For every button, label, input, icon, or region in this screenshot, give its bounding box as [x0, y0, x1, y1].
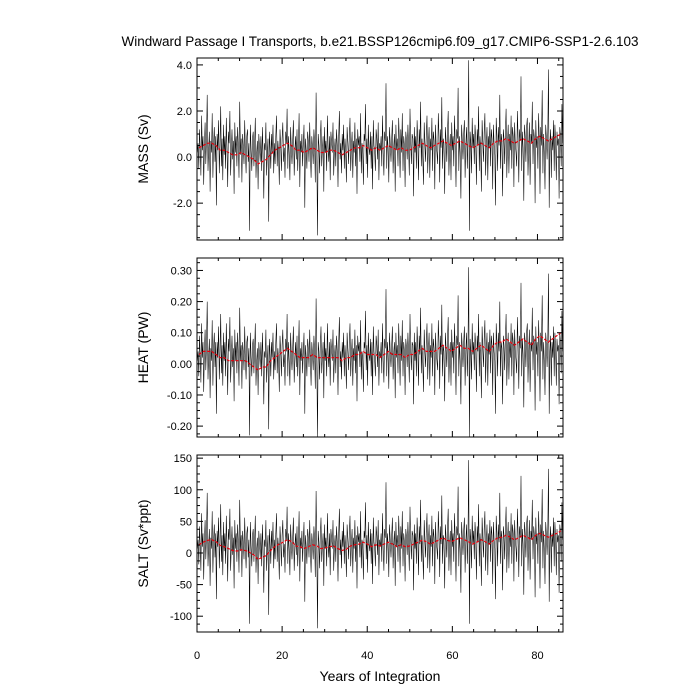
heat-plot-frame [196, 257, 564, 438]
heat-annual-mean-line [198, 332, 562, 371]
salt-y-tick-label: 0 [186, 548, 192, 560]
mass-plot-frame [196, 57, 564, 241]
x-tick-label: 20 [276, 650, 288, 662]
panel-mass: -2.0 0.0 2.0 4.0 MASS (Sv) [135, 57, 564, 241]
mass-monthly-line [197, 60, 563, 236]
heat-y-tick-label: -0.20 [167, 421, 192, 433]
x-tick-label: 80 [531, 650, 543, 662]
chart-title: Windward Passage I Transports, b.e21.BSS… [121, 34, 638, 49]
heat-y-tick-label: -0.10 [167, 390, 192, 402]
salt-y-tick-label: -100 [170, 611, 192, 623]
salt-y-axis-label: SALT (Sv*ppt) [135, 499, 151, 587]
panel-salt: -100 -50 0 50 100 150 SALT (Sv*ppt) [135, 453, 564, 633]
x-tick-label: 0 [194, 650, 200, 662]
heat-y-axis-label: HEAT (PW) [135, 312, 151, 384]
panel-heat: -0.20 -0.10 0.00 0.10 0.20 0.30 HEAT (PW) [135, 257, 564, 438]
heat-y-tick-label: 0.00 [171, 359, 192, 371]
salt-y-tick-label: 150 [174, 453, 192, 465]
heat-monthly-line [197, 267, 563, 438]
heat-y-tick-label: 0.30 [171, 265, 192, 277]
x-axis-label: Years of Integration [320, 668, 441, 684]
salt-y-tick-label: 100 [174, 485, 192, 497]
mass-y-tick-label: 0.0 [177, 152, 192, 164]
salt-monthly-line [197, 460, 563, 629]
mass-annual-mean-line [198, 133, 562, 165]
x-tick-label: 40 [361, 650, 373, 662]
mass-y-tick-label: -2.0 [173, 198, 192, 210]
salt-y-tick-label: 50 [180, 516, 192, 528]
heat-y-tick-label: 0.10 [171, 328, 192, 340]
mass-y-tick-label: 4.0 [177, 60, 192, 72]
salt-y-tick-label: -50 [176, 580, 192, 592]
mass-y-tick-label: 2.0 [177, 106, 192, 118]
x-axis: 0 20 40 60 80 [194, 650, 544, 662]
heat-y-tick-label: 0.20 [171, 297, 192, 309]
salt-plot-frame [196, 454, 564, 633]
salt-annual-mean-line [198, 530, 562, 561]
x-tick-label: 60 [446, 650, 458, 662]
mass-y-axis-label: MASS (Sv) [135, 114, 151, 183]
